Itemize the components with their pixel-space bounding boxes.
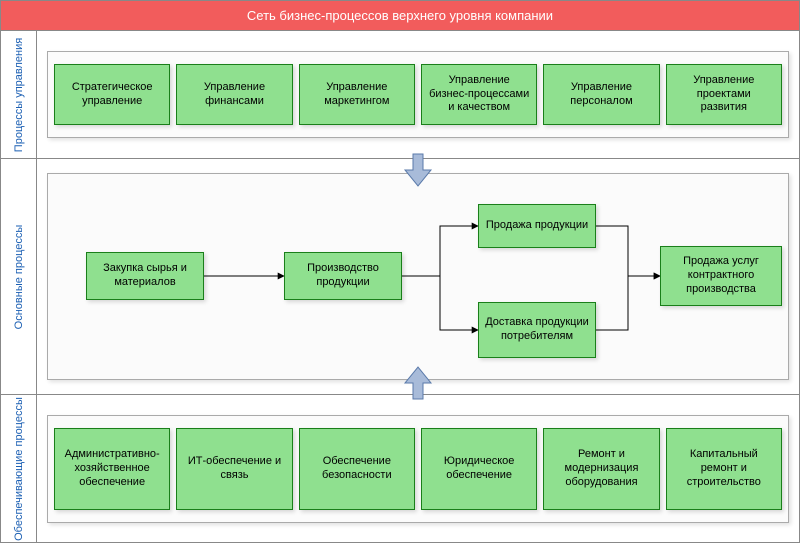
core-node-n2: Производство продукции [284, 252, 402, 300]
core-node-n5: Продажа услуг контрактного производства [660, 246, 782, 306]
row-core-frame: Закупка сырья и материалов Производство п… [47, 173, 789, 380]
support-nodes: Административно-хозяйственное обеспечени… [48, 416, 788, 522]
support-node-5: Капитальный ремонт и строительство [666, 428, 782, 510]
row-support-frame: Административно-хозяйственное обеспечени… [47, 415, 789, 523]
support-node-1: ИТ-обеспечение и связь [176, 428, 292, 510]
management-node-1: Управление финансами [176, 64, 292, 125]
row-support-body: Административно-хозяйственное обеспечени… [37, 395, 799, 543]
management-node-0: Стратегическое управление [54, 64, 170, 125]
management-node-2: Управление маркетингом [299, 64, 415, 125]
row-management: Процессы управления Стратегическое управ… [1, 31, 799, 159]
arrow-down-icon [403, 152, 433, 188]
row-core-label: Основные процессы [1, 159, 37, 394]
row-management-frame: Стратегическое управлениеУправление фина… [47, 51, 789, 138]
support-node-3: Юридическое обеспечение [421, 428, 537, 510]
management-node-4: Управление персоналом [543, 64, 659, 125]
row-core: Основные процессы Закупка сырья и матери… [1, 159, 799, 395]
diagram-title: Сеть бизнес-процессов верхнего уровня ко… [1, 1, 799, 31]
row-core-label-text: Основные процессы [13, 224, 25, 329]
core-node-n4: Доставка продукции потребителям [478, 302, 596, 358]
core-node-n3: Продажа продукции [478, 204, 596, 248]
arrow-up-icon [403, 365, 433, 401]
support-node-4: Ремонт и модернизация оборудования [543, 428, 659, 510]
support-node-2: Обеспечение безопасности [299, 428, 415, 510]
row-management-label: Процессы управления [1, 31, 37, 158]
row-management-label-text: Процессы управления [13, 37, 25, 151]
row-support: Обеспечивающие процессы Административно-… [1, 395, 799, 543]
row-management-body: Стратегическое управлениеУправление фина… [37, 31, 799, 158]
process-network-diagram: Сеть бизнес-процессов верхнего уровня ко… [0, 0, 800, 543]
management-nodes: Стратегическое управлениеУправление фина… [48, 52, 788, 137]
core-flowchart-nodes: Закупка сырья и материалов Производство п… [48, 174, 788, 379]
management-node-3: Управление бизнес-процессами и качеством [421, 64, 537, 125]
support-node-0: Административно-хозяйственное обеспечени… [54, 428, 170, 510]
row-core-body: Закупка сырья и материалов Производство п… [37, 159, 799, 394]
core-node-n1: Закупка сырья и материалов [86, 252, 204, 300]
row-support-label-text: Обеспечивающие процессы [13, 397, 25, 541]
management-node-5: Управление проектами развития [666, 64, 782, 125]
row-support-label: Обеспечивающие процессы [1, 395, 37, 543]
